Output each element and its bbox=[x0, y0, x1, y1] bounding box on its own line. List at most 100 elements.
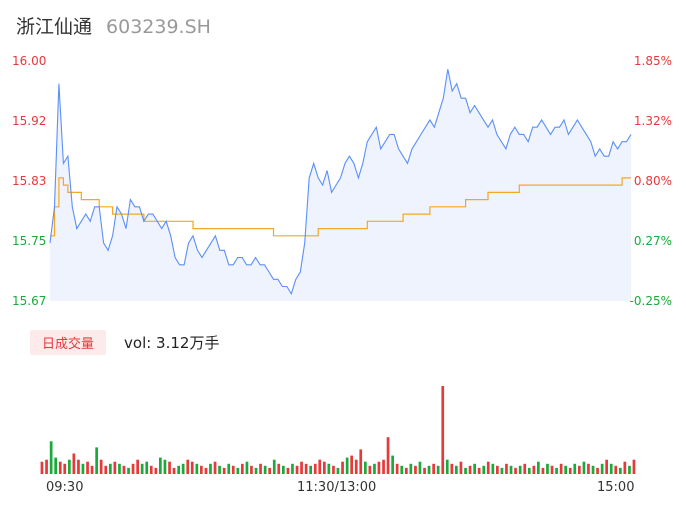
volume-bar bbox=[609, 463, 613, 474]
volume-bar bbox=[204, 467, 208, 474]
volume-bar bbox=[127, 467, 130, 474]
volume-bar bbox=[254, 467, 258, 474]
volume-bar bbox=[63, 463, 67, 474]
volume-bar bbox=[327, 463, 331, 474]
volume-bar bbox=[190, 461, 194, 474]
price-tick-label: 15.75 bbox=[12, 234, 47, 248]
pct-tick-label: 1.32% bbox=[633, 114, 672, 128]
volume-bar bbox=[459, 461, 463, 474]
volume-bar bbox=[49, 441, 53, 474]
volume-bar bbox=[605, 459, 608, 474]
volume-bar bbox=[632, 459, 636, 474]
volume-bar bbox=[104, 465, 108, 474]
volume-bar bbox=[186, 459, 190, 474]
volume-bar bbox=[313, 463, 317, 474]
pct-tick-label: 1.85% bbox=[633, 54, 672, 68]
volume-bar bbox=[537, 461, 540, 474]
volume-bar bbox=[578, 465, 581, 474]
volume-bar bbox=[268, 467, 271, 474]
volume-bar bbox=[332, 465, 335, 474]
volume-bar bbox=[172, 467, 176, 474]
price-line bbox=[49, 69, 632, 296]
volume-bar bbox=[550, 465, 554, 474]
price-tick-label: 16.00 bbox=[12, 54, 47, 68]
volume-plot bbox=[40, 386, 636, 474]
volume-bar bbox=[45, 459, 48, 474]
volume-bar bbox=[559, 463, 563, 474]
volume-bar bbox=[122, 465, 126, 474]
volume-bar bbox=[181, 463, 185, 474]
volume-period-tab[interactable]: 日成交量 bbox=[30, 329, 107, 355]
volume-bar bbox=[277, 463, 281, 474]
volume-bar bbox=[245, 461, 249, 474]
volume-bar bbox=[614, 465, 618, 474]
volume-bar bbox=[436, 465, 440, 474]
price-plot bbox=[49, 69, 632, 301]
volume-bar bbox=[136, 459, 139, 474]
volume-bar bbox=[377, 461, 381, 474]
volume-bar bbox=[109, 463, 112, 474]
volume-bar bbox=[432, 463, 435, 474]
volume-bar bbox=[231, 465, 235, 474]
volume-bar bbox=[286, 467, 290, 474]
volume-bar bbox=[400, 465, 404, 474]
volume-bar bbox=[72, 453, 76, 474]
volume-bar bbox=[527, 467, 531, 474]
chart-header: 浙江仙通 603239.SH bbox=[16, 12, 211, 40]
volume-bar bbox=[386, 437, 390, 474]
volume-bar bbox=[568, 467, 572, 474]
x-tick-label: 09:30 bbox=[46, 480, 84, 495]
volume-bar bbox=[113, 461, 117, 474]
volume-bar bbox=[291, 463, 294, 474]
volume-bar bbox=[509, 465, 513, 474]
volume-bar bbox=[591, 465, 595, 474]
volume-bar bbox=[500, 467, 504, 474]
volume-bar bbox=[154, 467, 158, 474]
volume-bar bbox=[418, 461, 422, 474]
stock-code: 603239.SH bbox=[106, 16, 211, 38]
volume-bar bbox=[623, 461, 627, 474]
volume-bar bbox=[450, 463, 454, 474]
volume-bar bbox=[241, 463, 244, 474]
volume-bar bbox=[541, 467, 545, 474]
volume-bar bbox=[414, 465, 417, 474]
volume-bar bbox=[40, 461, 44, 474]
volume-bar bbox=[99, 459, 103, 474]
volume-bar bbox=[596, 467, 599, 474]
volume-bar bbox=[395, 463, 399, 474]
volume-bar bbox=[359, 449, 363, 474]
volume-bar bbox=[295, 465, 299, 474]
volume-bar bbox=[341, 461, 344, 474]
volume-bar bbox=[168, 461, 171, 474]
volume-bar bbox=[473, 463, 476, 474]
volume-bar bbox=[213, 461, 217, 474]
volume-bar bbox=[464, 467, 467, 474]
volume-bar bbox=[68, 459, 71, 474]
volume-bar bbox=[263, 465, 267, 474]
volume-bar bbox=[486, 461, 490, 474]
volume-bar bbox=[518, 465, 522, 474]
volume-bar bbox=[195, 463, 199, 474]
volume-bar bbox=[619, 467, 622, 474]
volume-bar bbox=[86, 461, 89, 474]
volume-bar bbox=[77, 459, 80, 474]
volume-bar bbox=[209, 463, 212, 474]
volume-bar bbox=[587, 463, 590, 474]
volume-bar bbox=[222, 467, 226, 474]
volume-bar bbox=[427, 465, 431, 474]
pct-tick-label: 0.80% bbox=[633, 174, 672, 188]
avg-price-line bbox=[50, 177, 631, 237]
price-tick-label: 15.83 bbox=[12, 174, 47, 188]
volume-bar bbox=[282, 465, 285, 474]
volume-bar bbox=[405, 467, 408, 474]
stock-name: 浙江仙通 bbox=[16, 16, 93, 38]
price-tick-label: 15.92 bbox=[12, 114, 47, 128]
x-tick-label: 11:30/13:00 bbox=[297, 480, 377, 495]
pct-tick-label: 0.27% bbox=[633, 234, 672, 248]
volume-bar bbox=[555, 467, 558, 474]
volume-bar bbox=[200, 465, 203, 474]
volume-bar bbox=[409, 463, 413, 474]
volume-bar bbox=[259, 463, 262, 474]
volume-bar bbox=[468, 465, 472, 474]
